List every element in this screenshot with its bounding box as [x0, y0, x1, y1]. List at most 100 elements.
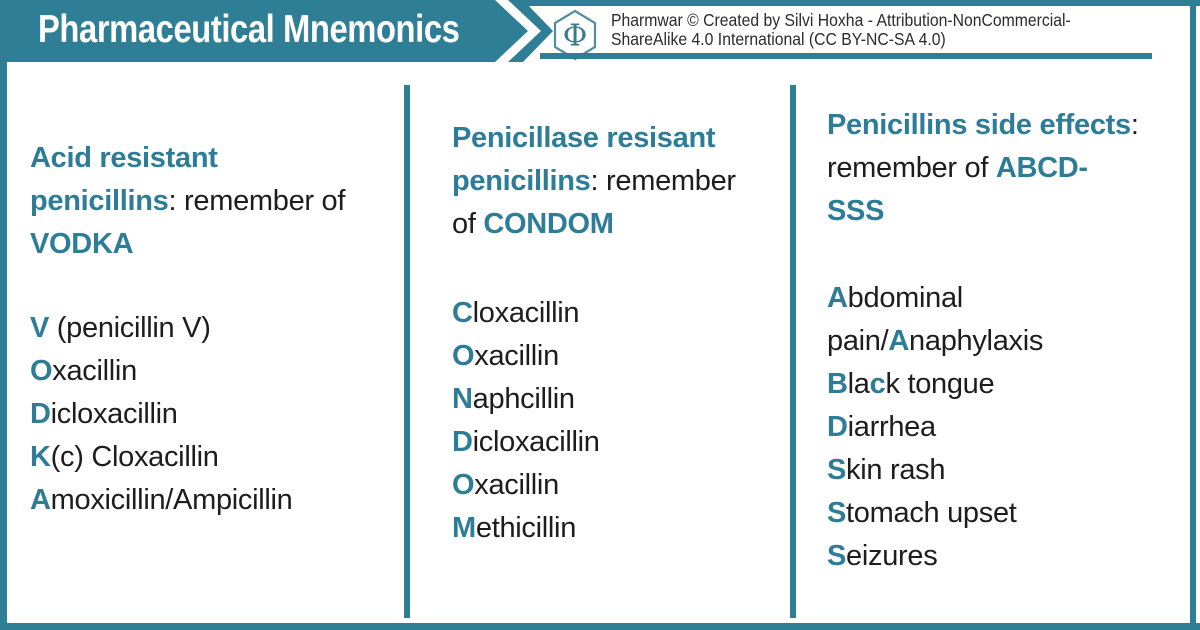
mnemonic-column-acid-resistant-penicillins: Acid resistant penicillins: remember of VO… — [30, 137, 345, 522]
hexagon-outline — [553, 9, 597, 61]
mnemonic-letter: ABCD- — [995, 152, 1088, 184]
frame-right-bar — [1190, 0, 1196, 623]
list-item: Seizures — [827, 535, 1139, 578]
text-segment: moxicillin/Ampicillin — [50, 484, 293, 516]
list-item: Naphcillin — [452, 378, 736, 421]
frame-left-bar — [0, 0, 7, 630]
phi-glyph: Φ — [563, 19, 588, 54]
list-item: Oxacillin — [30, 350, 345, 393]
heading-line: Acid resistant — [30, 137, 345, 180]
attribution-line-1: Pharmwar © Created by Silvi Hoxha - Attr… — [611, 10, 1071, 30]
mnemonic-letter: B — [827, 368, 848, 400]
attribution-underline — [540, 53, 1152, 59]
text-segment: xacillin — [52, 355, 137, 387]
list-item: Methicillin — [452, 507, 736, 550]
heading-line: VODKA — [30, 223, 345, 266]
heading-line: penicillins: remember of — [30, 180, 345, 223]
heading-line: SSS — [827, 190, 1139, 233]
text-segment: iarrhea — [847, 411, 936, 443]
mnemonic-letter: M — [452, 512, 476, 544]
mnemonic-letter: A — [888, 325, 910, 357]
hexagon-phi-logo-icon: Φ — [553, 9, 597, 61]
list-item: Oxacillin — [452, 464, 736, 507]
text-segment: (penicillin V) — [49, 312, 211, 344]
text-segment: of — [452, 208, 484, 240]
text-segment: kin rash — [846, 454, 946, 486]
text-segment: aphcillin — [472, 383, 575, 415]
text-segment: : — [1130, 109, 1139, 141]
text-segment: tomach upset — [846, 497, 1017, 529]
mnemonic-letter: D — [452, 426, 473, 458]
list-item: Black tongue — [827, 363, 1139, 406]
column-list: Cloxacillin Oxacillin Naphcillin Dicloxacil… — [452, 292, 736, 550]
text-segment: : remember — [590, 165, 737, 197]
text-segment: icloxacillin — [50, 398, 178, 430]
list-item: Diarrhea — [827, 406, 1139, 449]
list-item: K(c) Cloxacillin — [30, 436, 345, 479]
column-list: Abdominal pain/Anaphylaxis Black tongue Dia… — [827, 277, 1139, 578]
mnemonic-letter: A — [827, 282, 848, 314]
heading-line: penicillins: remember — [452, 160, 736, 203]
heading-line: Penicillase resisant — [452, 117, 736, 160]
mnemonic-letter: S — [827, 497, 847, 529]
list-item: V (penicillin V) — [30, 307, 345, 350]
frame-bottom-bar — [0, 623, 1200, 630]
list-item: Dicloxacillin — [30, 393, 345, 436]
mnemonic-letter: SSS — [827, 195, 885, 227]
text-segment: eizures — [846, 540, 938, 572]
column-heading: Penicillase resisant penicillins: remembe… — [452, 117, 736, 246]
column-heading: Penicillins side effects: remember of ABC… — [827, 104, 1139, 233]
mnemonic-letter: V — [30, 312, 50, 344]
list-item: Skin rash — [827, 449, 1139, 492]
mnemonic-letter: Penicillase resisant — [452, 122, 716, 154]
list-item: Dicloxacillin — [452, 421, 736, 464]
mnemonic-letter: D — [30, 398, 51, 430]
attribution-line-2: ShareAlike 4.0 International (CC BY-NC-S… — [611, 29, 946, 49]
mnemonic-letter: c — [869, 368, 886, 400]
list-item: pain/Anaphylaxis — [827, 320, 1139, 363]
text-segment: naphylaxis — [909, 325, 1044, 357]
mnemonic-letter: CONDOM — [483, 208, 614, 240]
mnemonic-letter: N — [452, 383, 473, 415]
mnemonic-letter: O — [452, 469, 475, 501]
mnemonic-letter: VODKA — [30, 228, 134, 260]
list-item: Amoxicillin/Ampicillin — [30, 479, 345, 522]
attribution-block: Pharmwar © Created by Silvi Hoxha - Attr… — [611, 11, 1122, 49]
text-segment: xacillin — [474, 469, 559, 501]
mnemonic-letter: S — [827, 454, 847, 486]
mnemonic-letter: S — [827, 540, 847, 572]
list-item: Stomach upset — [827, 492, 1139, 535]
heading-line: Penicillins side effects: — [827, 104, 1139, 147]
text-segment: k tongue — [885, 368, 995, 400]
text-segment: ethicillin — [475, 512, 577, 544]
mnemonic-letter: penicillins — [30, 185, 169, 217]
text-segment: bdominal — [847, 282, 964, 314]
text-segment: : remember of — [168, 185, 346, 217]
text-segment: pain/ — [827, 325, 889, 357]
mnemonic-letter: C — [452, 297, 473, 329]
mnemonic-column-penicillins-side-effects: Penicillins side effects: remember of ABC… — [827, 104, 1139, 578]
frame-top-bar — [0, 0, 1200, 6]
text-segment: loxacillin — [472, 297, 580, 329]
mnemonic-letter: D — [827, 411, 848, 443]
column-list: V (penicillin V) Oxacillin Dicloxacillin K(… — [30, 307, 345, 522]
mnemonic-letter: O — [452, 340, 475, 372]
text-segment: icloxacillin — [472, 426, 600, 458]
list-item: Abdominal — [827, 277, 1139, 320]
list-item: Cloxacillin — [452, 292, 736, 335]
mnemonic-letter: penicillins — [452, 165, 591, 197]
column-divider-1 — [404, 85, 410, 618]
column-heading: Acid resistant penicillins: remember of VO… — [30, 137, 345, 266]
heading-line: of CONDOM — [452, 203, 736, 246]
mnemonic-letter: K — [30, 441, 51, 473]
mnemonic-letter: Penicillins side effects — [827, 109, 1131, 141]
page-title: Pharmaceutical Mnemonics — [38, 8, 460, 51]
text-segment: (c) Cloxacillin — [50, 441, 219, 473]
text-segment: la — [847, 368, 870, 400]
mnemonic-letter: O — [30, 355, 53, 387]
text-segment: xacillin — [474, 340, 559, 372]
mnemonic-letter: Acid resistant — [30, 142, 218, 174]
heading-line: remember of ABCD- — [827, 147, 1139, 190]
mnemonic-column-penicillase-resistant-penicillins: Penicillase resisant penicillins: remembe… — [452, 117, 736, 550]
